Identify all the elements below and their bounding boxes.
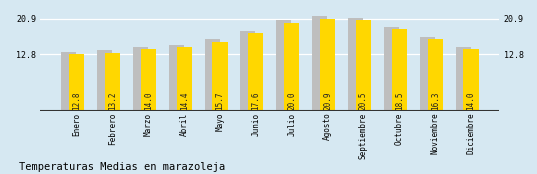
Text: 12.8: 12.8 [72,92,81,110]
Bar [356,20,371,111]
Text: 13.2: 13.2 [108,92,117,110]
Bar [248,33,263,111]
Bar [348,18,363,111]
Bar [427,39,442,111]
Text: 20.5: 20.5 [359,92,368,110]
Text: 15.7: 15.7 [215,92,224,110]
Bar [384,27,399,111]
Bar [141,49,156,111]
Text: 20.9: 20.9 [323,92,332,110]
Bar [61,52,76,111]
Bar [420,37,435,111]
Bar [241,31,256,111]
Bar [205,39,220,111]
Bar [277,20,292,111]
Bar [312,16,327,111]
Text: 16.3: 16.3 [431,92,440,110]
Text: 14.0: 14.0 [144,92,153,110]
Bar [97,50,112,111]
Text: 14.0: 14.0 [467,92,475,110]
Bar [177,47,192,111]
Bar [169,45,184,111]
Bar [133,47,148,111]
Bar [284,22,299,111]
Bar [69,54,84,111]
Bar [392,29,407,111]
Bar [455,47,470,111]
Text: 20.0: 20.0 [287,92,296,110]
Bar [463,49,478,111]
Bar [213,42,228,111]
Text: 17.6: 17.6 [251,92,260,110]
Bar [105,53,120,111]
Text: Temperaturas Medias en marazoleja: Temperaturas Medias en marazoleja [19,162,225,172]
Text: 18.5: 18.5 [395,92,404,110]
Bar [320,18,335,111]
Text: 14.4: 14.4 [180,92,188,110]
